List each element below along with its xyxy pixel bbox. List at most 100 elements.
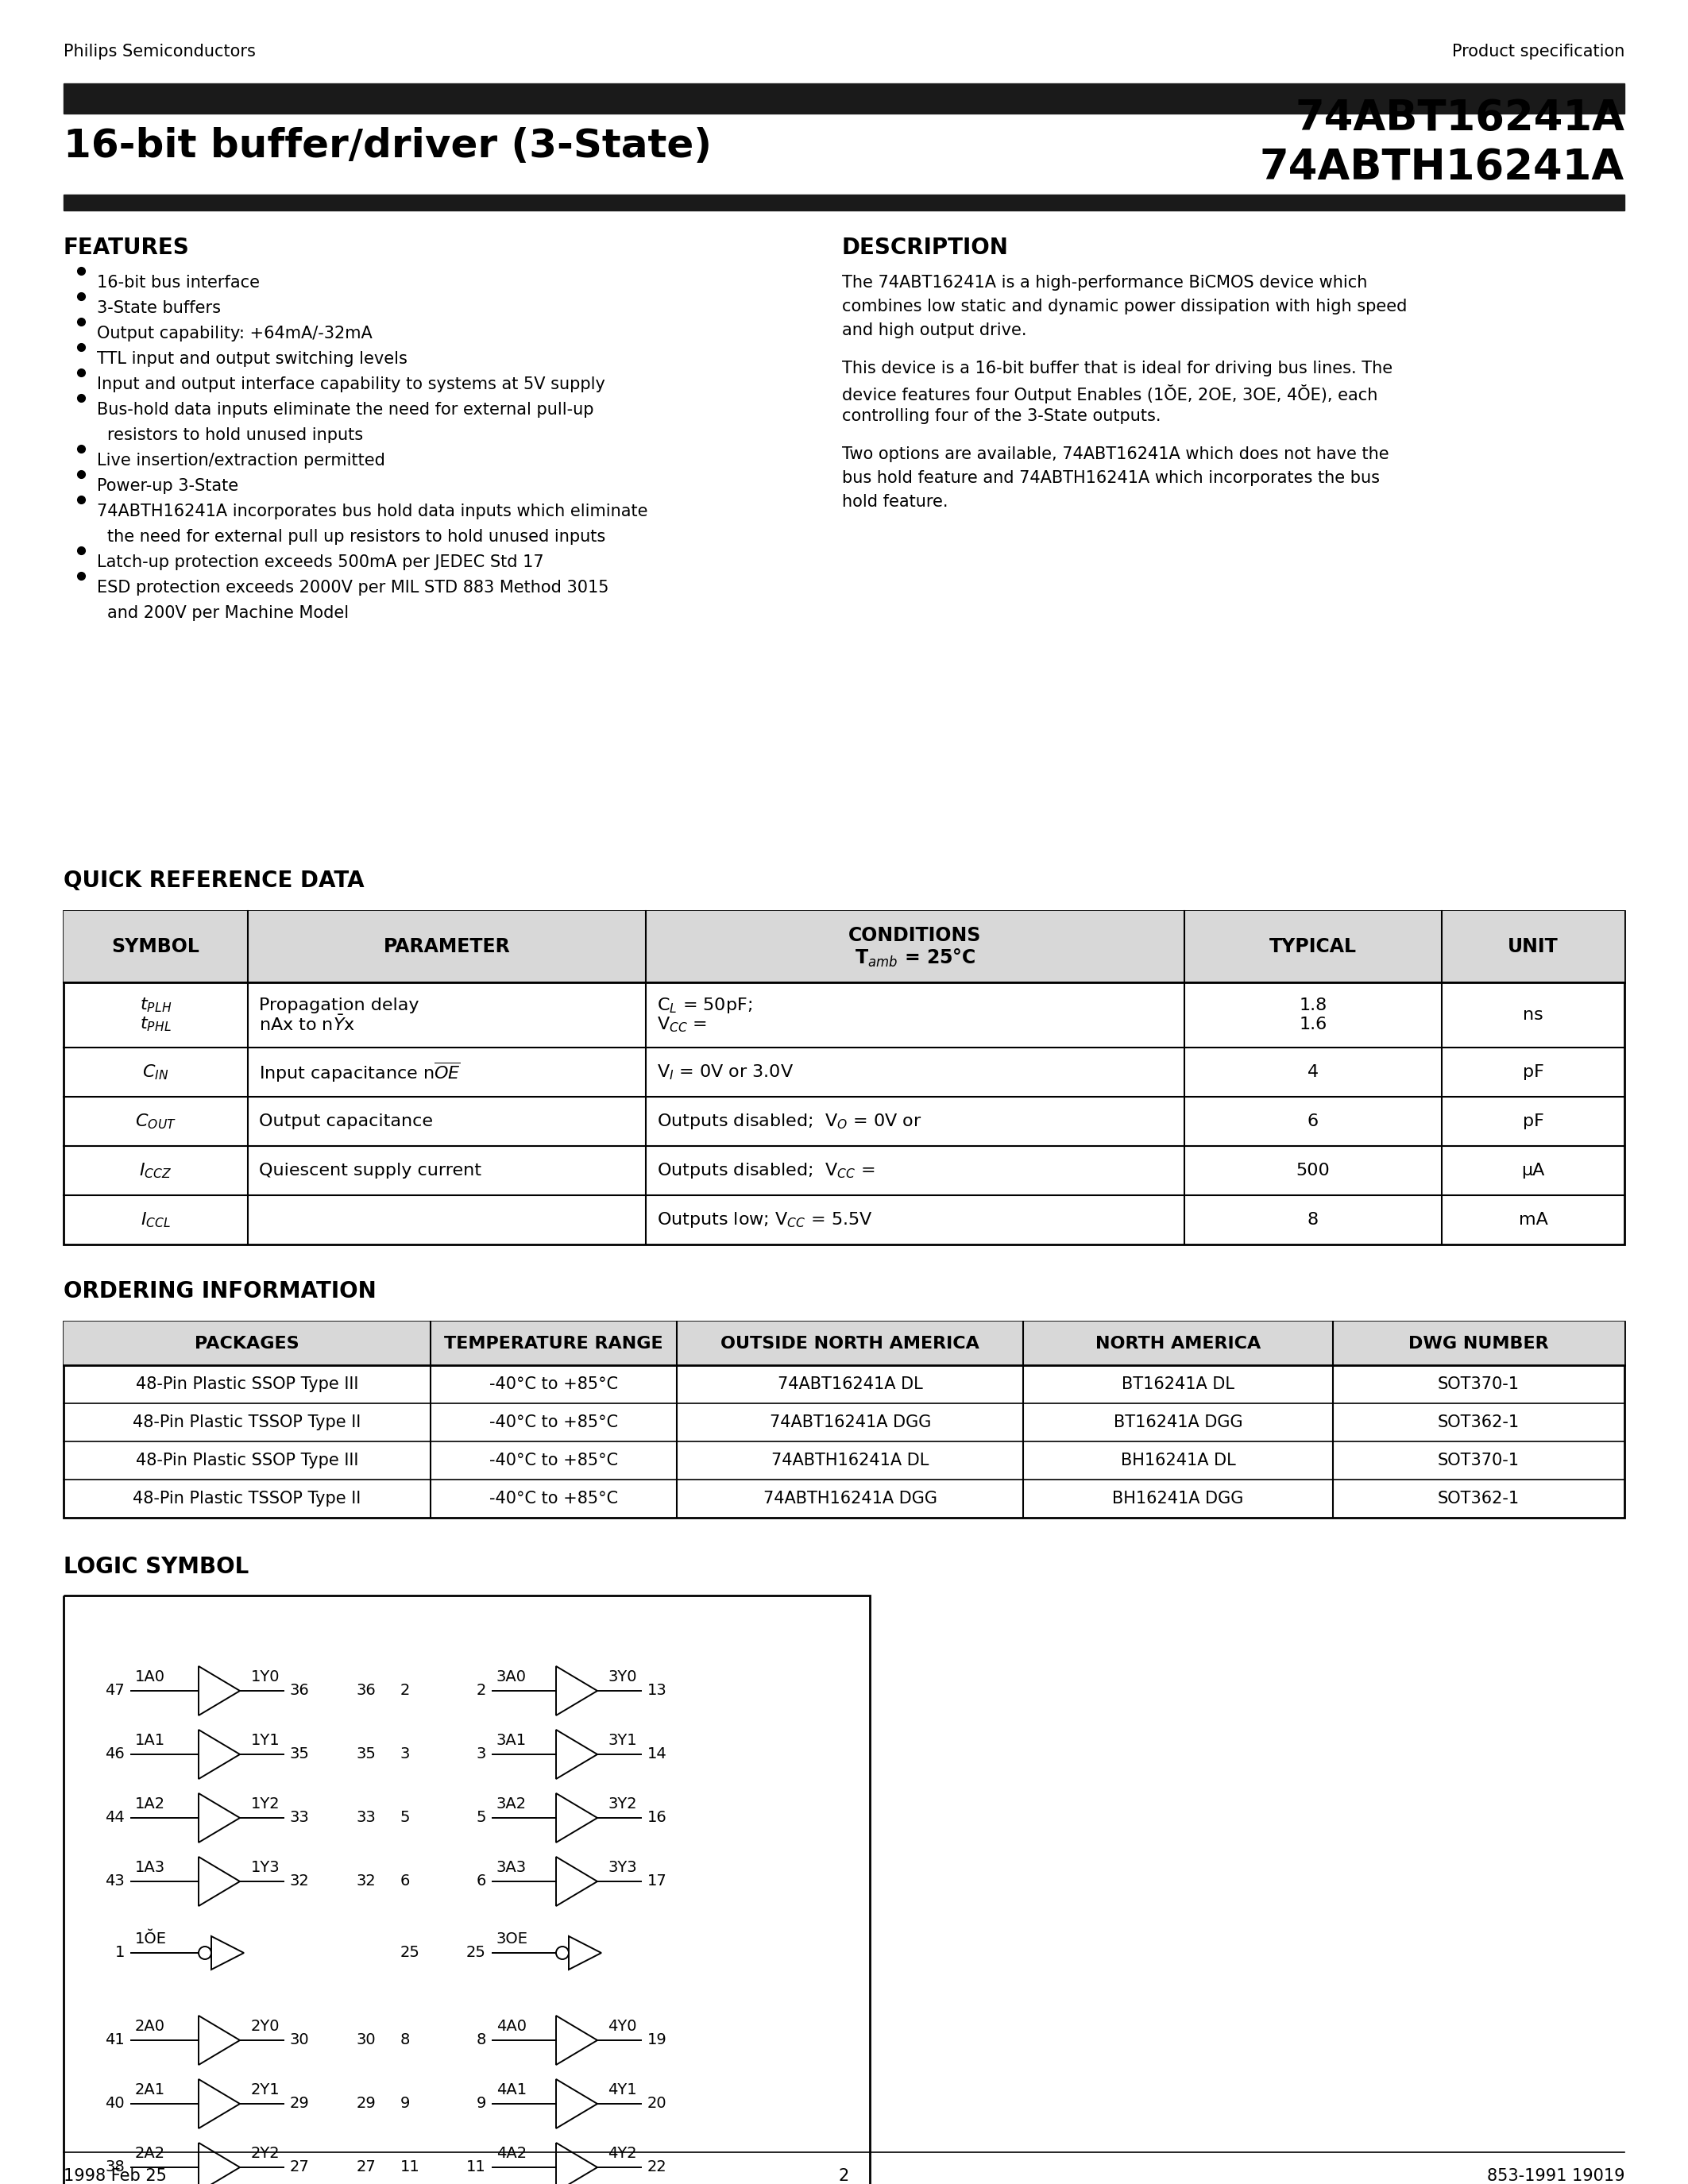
Text: 3-State buffers: 3-State buffers xyxy=(96,299,221,317)
Text: 44: 44 xyxy=(105,1811,125,1826)
Text: 853-1991 19019: 853-1991 19019 xyxy=(1487,2169,1624,2184)
Text: CONDITIONS: CONDITIONS xyxy=(849,926,981,946)
Text: ORDERING INFORMATION: ORDERING INFORMATION xyxy=(64,1280,376,1302)
Text: SOT370-1: SOT370-1 xyxy=(1438,1452,1519,1468)
Text: Output capacitance: Output capacitance xyxy=(258,1114,432,1129)
Text: 1A0: 1A0 xyxy=(135,1669,165,1684)
Text: 48-Pin Plastic TSSOP Type II: 48-Pin Plastic TSSOP Type II xyxy=(133,1492,361,1507)
Text: C$_L$ = 50pF;: C$_L$ = 50pF; xyxy=(657,996,753,1016)
Text: t$_{PLH}$: t$_{PLH}$ xyxy=(140,996,172,1013)
Text: 20: 20 xyxy=(648,2097,667,2112)
Text: 1Y0: 1Y0 xyxy=(250,1669,280,1684)
Text: BT16241A DGG: BT16241A DGG xyxy=(1114,1415,1242,1431)
Text: 4A0: 4A0 xyxy=(496,2018,527,2033)
Text: PARAMETER: PARAMETER xyxy=(383,937,510,957)
Text: Input capacitance n$\overline{OE}$: Input capacitance n$\overline{OE}$ xyxy=(258,1061,461,1083)
Text: 11: 11 xyxy=(400,2160,420,2175)
Text: TYPICAL: TYPICAL xyxy=(1269,937,1357,957)
Text: 8: 8 xyxy=(1308,1212,1318,1227)
Text: 5: 5 xyxy=(476,1811,486,1826)
Text: 36: 36 xyxy=(356,1684,376,1699)
Text: 2Y2: 2Y2 xyxy=(250,2147,280,2160)
Text: 2Y0: 2Y0 xyxy=(250,2018,280,2033)
Text: Outputs disabled;  V$_{CC}$ =: Outputs disabled; V$_{CC}$ = xyxy=(657,1162,874,1179)
Text: 74ABTH16241A DL: 74ABTH16241A DL xyxy=(771,1452,928,1468)
Text: DESCRIPTION: DESCRIPTION xyxy=(842,236,1009,260)
Text: Input and output interface capability to systems at 5V supply: Input and output interface capability to… xyxy=(96,376,606,393)
Text: 1Y1: 1Y1 xyxy=(250,1732,280,1747)
Text: 74ABTH16241A incorporates bus hold data inputs which eliminate: 74ABTH16241A incorporates bus hold data … xyxy=(96,505,648,520)
Text: bus hold feature and 74ABTH16241A which incorporates the bus: bus hold feature and 74ABTH16241A which … xyxy=(842,470,1379,487)
Text: 1A3: 1A3 xyxy=(135,1861,165,1876)
Text: pF: pF xyxy=(1523,1064,1545,1081)
Text: controlling four of the 3-State outputs.: controlling four of the 3-State outputs. xyxy=(842,408,1161,424)
Text: BH16241A DGG: BH16241A DGG xyxy=(1112,1492,1244,1507)
Text: SYMBOL: SYMBOL xyxy=(111,937,199,957)
Text: 3Y2: 3Y2 xyxy=(608,1797,636,1811)
Text: resistors to hold unused inputs: resistors to hold unused inputs xyxy=(108,428,363,443)
Text: pF: pF xyxy=(1523,1114,1545,1129)
Text: C$_{OUT}$: C$_{OUT}$ xyxy=(135,1112,176,1131)
Text: 4A2: 4A2 xyxy=(496,2147,527,2160)
Text: 22: 22 xyxy=(648,2160,667,2175)
Text: 1Y3: 1Y3 xyxy=(250,1861,280,1876)
Text: 17: 17 xyxy=(648,1874,667,1889)
Text: 43: 43 xyxy=(105,1874,125,1889)
Text: 9: 9 xyxy=(400,2097,410,2112)
Text: 3Y0: 3Y0 xyxy=(608,1669,636,1684)
Text: 2A1: 2A1 xyxy=(135,2081,165,2097)
Text: 500: 500 xyxy=(1296,1162,1330,1179)
Text: combines low static and dynamic power dissipation with high speed: combines low static and dynamic power di… xyxy=(842,299,1408,314)
Text: 74ABTH16241A DGG: 74ABTH16241A DGG xyxy=(763,1492,937,1507)
Text: 3: 3 xyxy=(476,1747,486,1762)
Text: 1998 Feb 25: 1998 Feb 25 xyxy=(64,2169,167,2184)
Text: 1A1: 1A1 xyxy=(135,1732,165,1747)
Text: SOT362-1: SOT362-1 xyxy=(1438,1415,1519,1431)
Text: C$_{IN}$: C$_{IN}$ xyxy=(142,1064,169,1081)
Text: QUICK REFERENCE DATA: QUICK REFERENCE DATA xyxy=(64,869,365,891)
Text: Philips Semiconductors: Philips Semiconductors xyxy=(64,44,255,59)
Text: -40°C to +85°C: -40°C to +85°C xyxy=(490,1452,618,1468)
Text: 3Y1: 3Y1 xyxy=(608,1732,636,1747)
Text: 48-Pin Plastic TSSOP Type II: 48-Pin Plastic TSSOP Type II xyxy=(133,1415,361,1431)
Text: 2A2: 2A2 xyxy=(135,2147,165,2160)
Text: 2: 2 xyxy=(476,1684,486,1699)
Text: 41: 41 xyxy=(105,2033,125,2049)
Text: 74ABT16241A: 74ABT16241A xyxy=(1295,98,1624,140)
Text: 29: 29 xyxy=(356,2097,376,2112)
Text: 1ŎE: 1ŎE xyxy=(135,1931,167,1946)
Text: Output capability: +64mA/-32mA: Output capability: +64mA/-32mA xyxy=(96,325,373,341)
Text: 3OE: 3OE xyxy=(496,1931,528,1946)
Text: Outputs low; V$_{CC}$ = 5.5V: Outputs low; V$_{CC}$ = 5.5V xyxy=(657,1210,873,1230)
Text: 32: 32 xyxy=(356,1874,376,1889)
Text: -40°C to +85°C: -40°C to +85°C xyxy=(490,1492,618,1507)
Text: 27: 27 xyxy=(356,2160,376,2175)
Text: 38: 38 xyxy=(105,2160,125,2175)
Text: 4: 4 xyxy=(1308,1064,1318,1081)
Text: 33: 33 xyxy=(356,1811,376,1826)
Text: 9: 9 xyxy=(476,2097,486,2112)
Text: 47: 47 xyxy=(105,1684,125,1699)
Text: Product specification: Product specification xyxy=(1452,44,1624,59)
Text: 2: 2 xyxy=(839,2169,849,2184)
Bar xyxy=(64,911,1624,983)
Bar xyxy=(64,1597,869,2184)
Text: Latch-up protection exceeds 500mA per JEDEC Std 17: Latch-up protection exceeds 500mA per JE… xyxy=(96,555,544,570)
Text: 16-bit bus interface: 16-bit bus interface xyxy=(96,275,260,290)
Text: 29: 29 xyxy=(290,2097,309,2112)
Text: 6: 6 xyxy=(476,1874,486,1889)
Bar xyxy=(64,83,1624,114)
Text: 40: 40 xyxy=(105,2097,125,2112)
Text: 1Y2: 1Y2 xyxy=(250,1797,280,1811)
Text: 2: 2 xyxy=(400,1684,410,1699)
Text: TTL input and output switching levels: TTL input and output switching levels xyxy=(96,352,407,367)
Text: 16-bit buffer/driver (3-State): 16-bit buffer/driver (3-State) xyxy=(64,127,712,166)
Text: NORTH AMERICA: NORTH AMERICA xyxy=(1096,1334,1261,1352)
Text: Outputs disabled;  V$_O$ = 0V or: Outputs disabled; V$_O$ = 0V or xyxy=(657,1112,922,1131)
Text: BH16241A DL: BH16241A DL xyxy=(1121,1452,1236,1468)
Text: 30: 30 xyxy=(356,2033,376,2049)
Text: 1.6: 1.6 xyxy=(1300,1016,1327,1033)
Text: T$_{amb}$ = 25°C: T$_{amb}$ = 25°C xyxy=(854,948,976,968)
Text: 3A3: 3A3 xyxy=(496,1861,527,1876)
Text: FEATURES: FEATURES xyxy=(64,236,189,260)
